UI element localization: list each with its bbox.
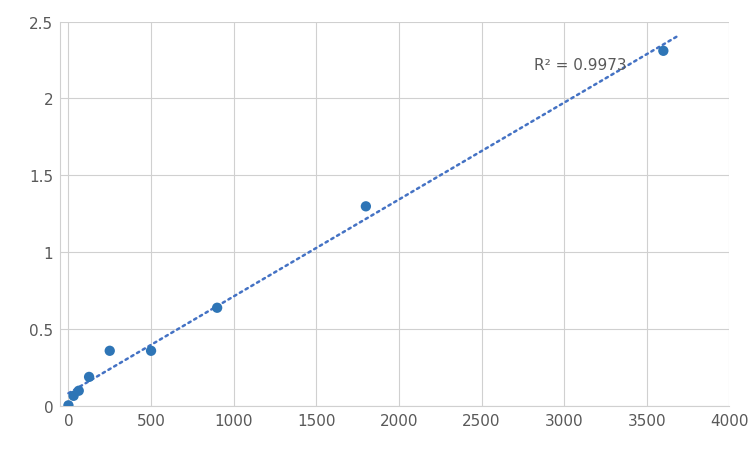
Point (68, 392, 80, 400)
Point (145, 347, 157, 354)
Point (62, 402, 74, 409)
Point (657, 48, 669, 55)
Point (104, 347, 116, 354)
Point (73, 387, 85, 395)
Point (83, 373, 95, 381)
Point (360, 203, 372, 211)
Point (211, 304, 223, 312)
Text: R² = 0.9973: R² = 0.9973 (535, 58, 627, 73)
